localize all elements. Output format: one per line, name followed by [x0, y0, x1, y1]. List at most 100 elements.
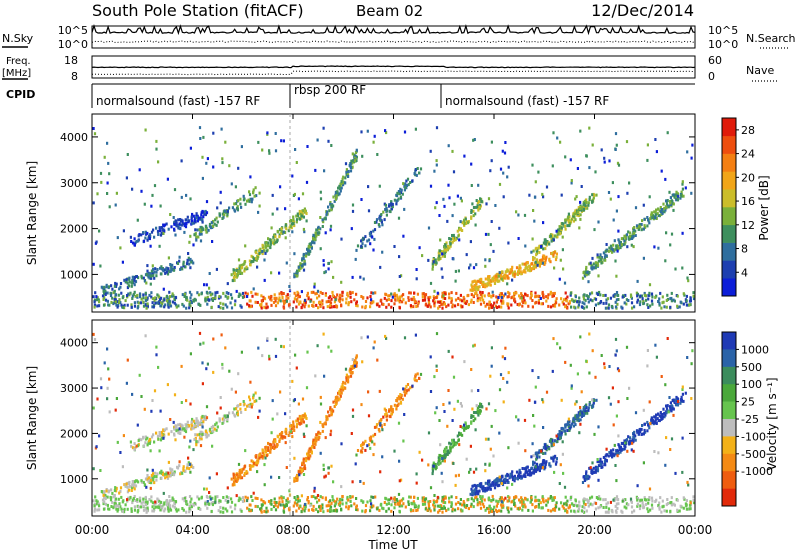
- power-return: [566, 224, 569, 228]
- power-return: [321, 302, 324, 306]
- velocity-return: [589, 502, 592, 506]
- power-return: [99, 171, 103, 175]
- power-return: [632, 234, 635, 238]
- power-return: [587, 295, 590, 299]
- power-return: [140, 297, 143, 301]
- power-return: [452, 170, 456, 174]
- velocity-return: [211, 496, 214, 500]
- velocity-return: [347, 507, 350, 511]
- power-return: [662, 202, 665, 206]
- velocity-return: [574, 510, 577, 514]
- power-return: [322, 306, 325, 310]
- power-return: [142, 293, 145, 297]
- power-return: [643, 224, 646, 228]
- power-return: [112, 302, 115, 306]
- power-return: [354, 257, 357, 261]
- velocity-return: [376, 507, 379, 511]
- velocity-return: [403, 393, 406, 397]
- power-return: [448, 246, 451, 250]
- power-return: [167, 303, 170, 307]
- velocity-return: [355, 508, 358, 511]
- power-return: [155, 274, 158, 278]
- velocity-return: [385, 497, 388, 501]
- velocity-return: [236, 478, 239, 482]
- power-return: [221, 161, 224, 165]
- velocity-return: [630, 500, 633, 504]
- velocity-return: [316, 500, 319, 504]
- velocity-return: [293, 477, 296, 481]
- velocity-return: [131, 484, 134, 488]
- velocity-return: [549, 496, 552, 500]
- velocity-return: [463, 503, 466, 507]
- power-return: [661, 295, 664, 299]
- power-return: [481, 291, 484, 294]
- velocity-return: [658, 505, 661, 509]
- power-return: [178, 255, 181, 259]
- power-return: [369, 301, 372, 305]
- velocity-return: [182, 467, 185, 471]
- velocity-return: [307, 456, 310, 460]
- power-return: [602, 301, 605, 305]
- power-return: [191, 219, 194, 223]
- power-return: [305, 180, 309, 184]
- power-return: [479, 298, 482, 302]
- velocity-return: [470, 502, 473, 506]
- power-return: [232, 268, 235, 272]
- power-return: [222, 306, 225, 310]
- power-return: [672, 193, 675, 197]
- velocity-return: [143, 483, 147, 487]
- power-return: [95, 240, 98, 244]
- velocity-return: [385, 412, 388, 416]
- velocity-return: [243, 471, 247, 475]
- velocity-return: [256, 461, 259, 465]
- velocity-return: [515, 495, 518, 499]
- velocity-return: [384, 413, 387, 417]
- power-return: [570, 179, 573, 182]
- power-return: [324, 293, 327, 297]
- power-return: [526, 261, 529, 265]
- power-return: [289, 225, 292, 228]
- power-return: [634, 206, 638, 210]
- power-return: [270, 303, 273, 307]
- power-return: [181, 267, 184, 271]
- power-return: [646, 216, 649, 219]
- velocity-return: [109, 495, 112, 499]
- power-return: [545, 299, 548, 303]
- power-return: [231, 206, 234, 210]
- power-return: [341, 298, 344, 302]
- power-return: [284, 225, 287, 229]
- velocity-return: [151, 509, 154, 513]
- velocity-return: [492, 483, 495, 487]
- velocity-return: [328, 414, 331, 418]
- power-return: [165, 222, 168, 226]
- power-return: [373, 228, 377, 232]
- power-return: [135, 275, 138, 278]
- power-return: [296, 270, 299, 274]
- velocity-return: [161, 473, 165, 476]
- velocity-return: [285, 498, 288, 502]
- power-return: [142, 276, 145, 280]
- velocity-return: [150, 473, 153, 477]
- power-return: [625, 298, 628, 302]
- power-return: [160, 231, 163, 235]
- velocity-return: [185, 510, 188, 514]
- velocity-return: [262, 500, 265, 503]
- power-return: [558, 225, 561, 229]
- power-return: [146, 238, 149, 242]
- power-return: [159, 204, 162, 208]
- power-return: [643, 293, 647, 297]
- power-return: [275, 240, 278, 244]
- power-return: [273, 296, 276, 300]
- velocity-return: [541, 463, 544, 467]
- power-return: [452, 237, 455, 241]
- power-return: [592, 262, 595, 266]
- velocity-return: [280, 434, 283, 438]
- power-return: [209, 291, 212, 295]
- power-return: [93, 303, 96, 307]
- velocity-return: [380, 418, 383, 421]
- velocity-return: [160, 476, 163, 480]
- power-return: [351, 209, 355, 213]
- power-return: [494, 277, 497, 281]
- power-return: [549, 234, 552, 238]
- velocity-return: [474, 417, 477, 421]
